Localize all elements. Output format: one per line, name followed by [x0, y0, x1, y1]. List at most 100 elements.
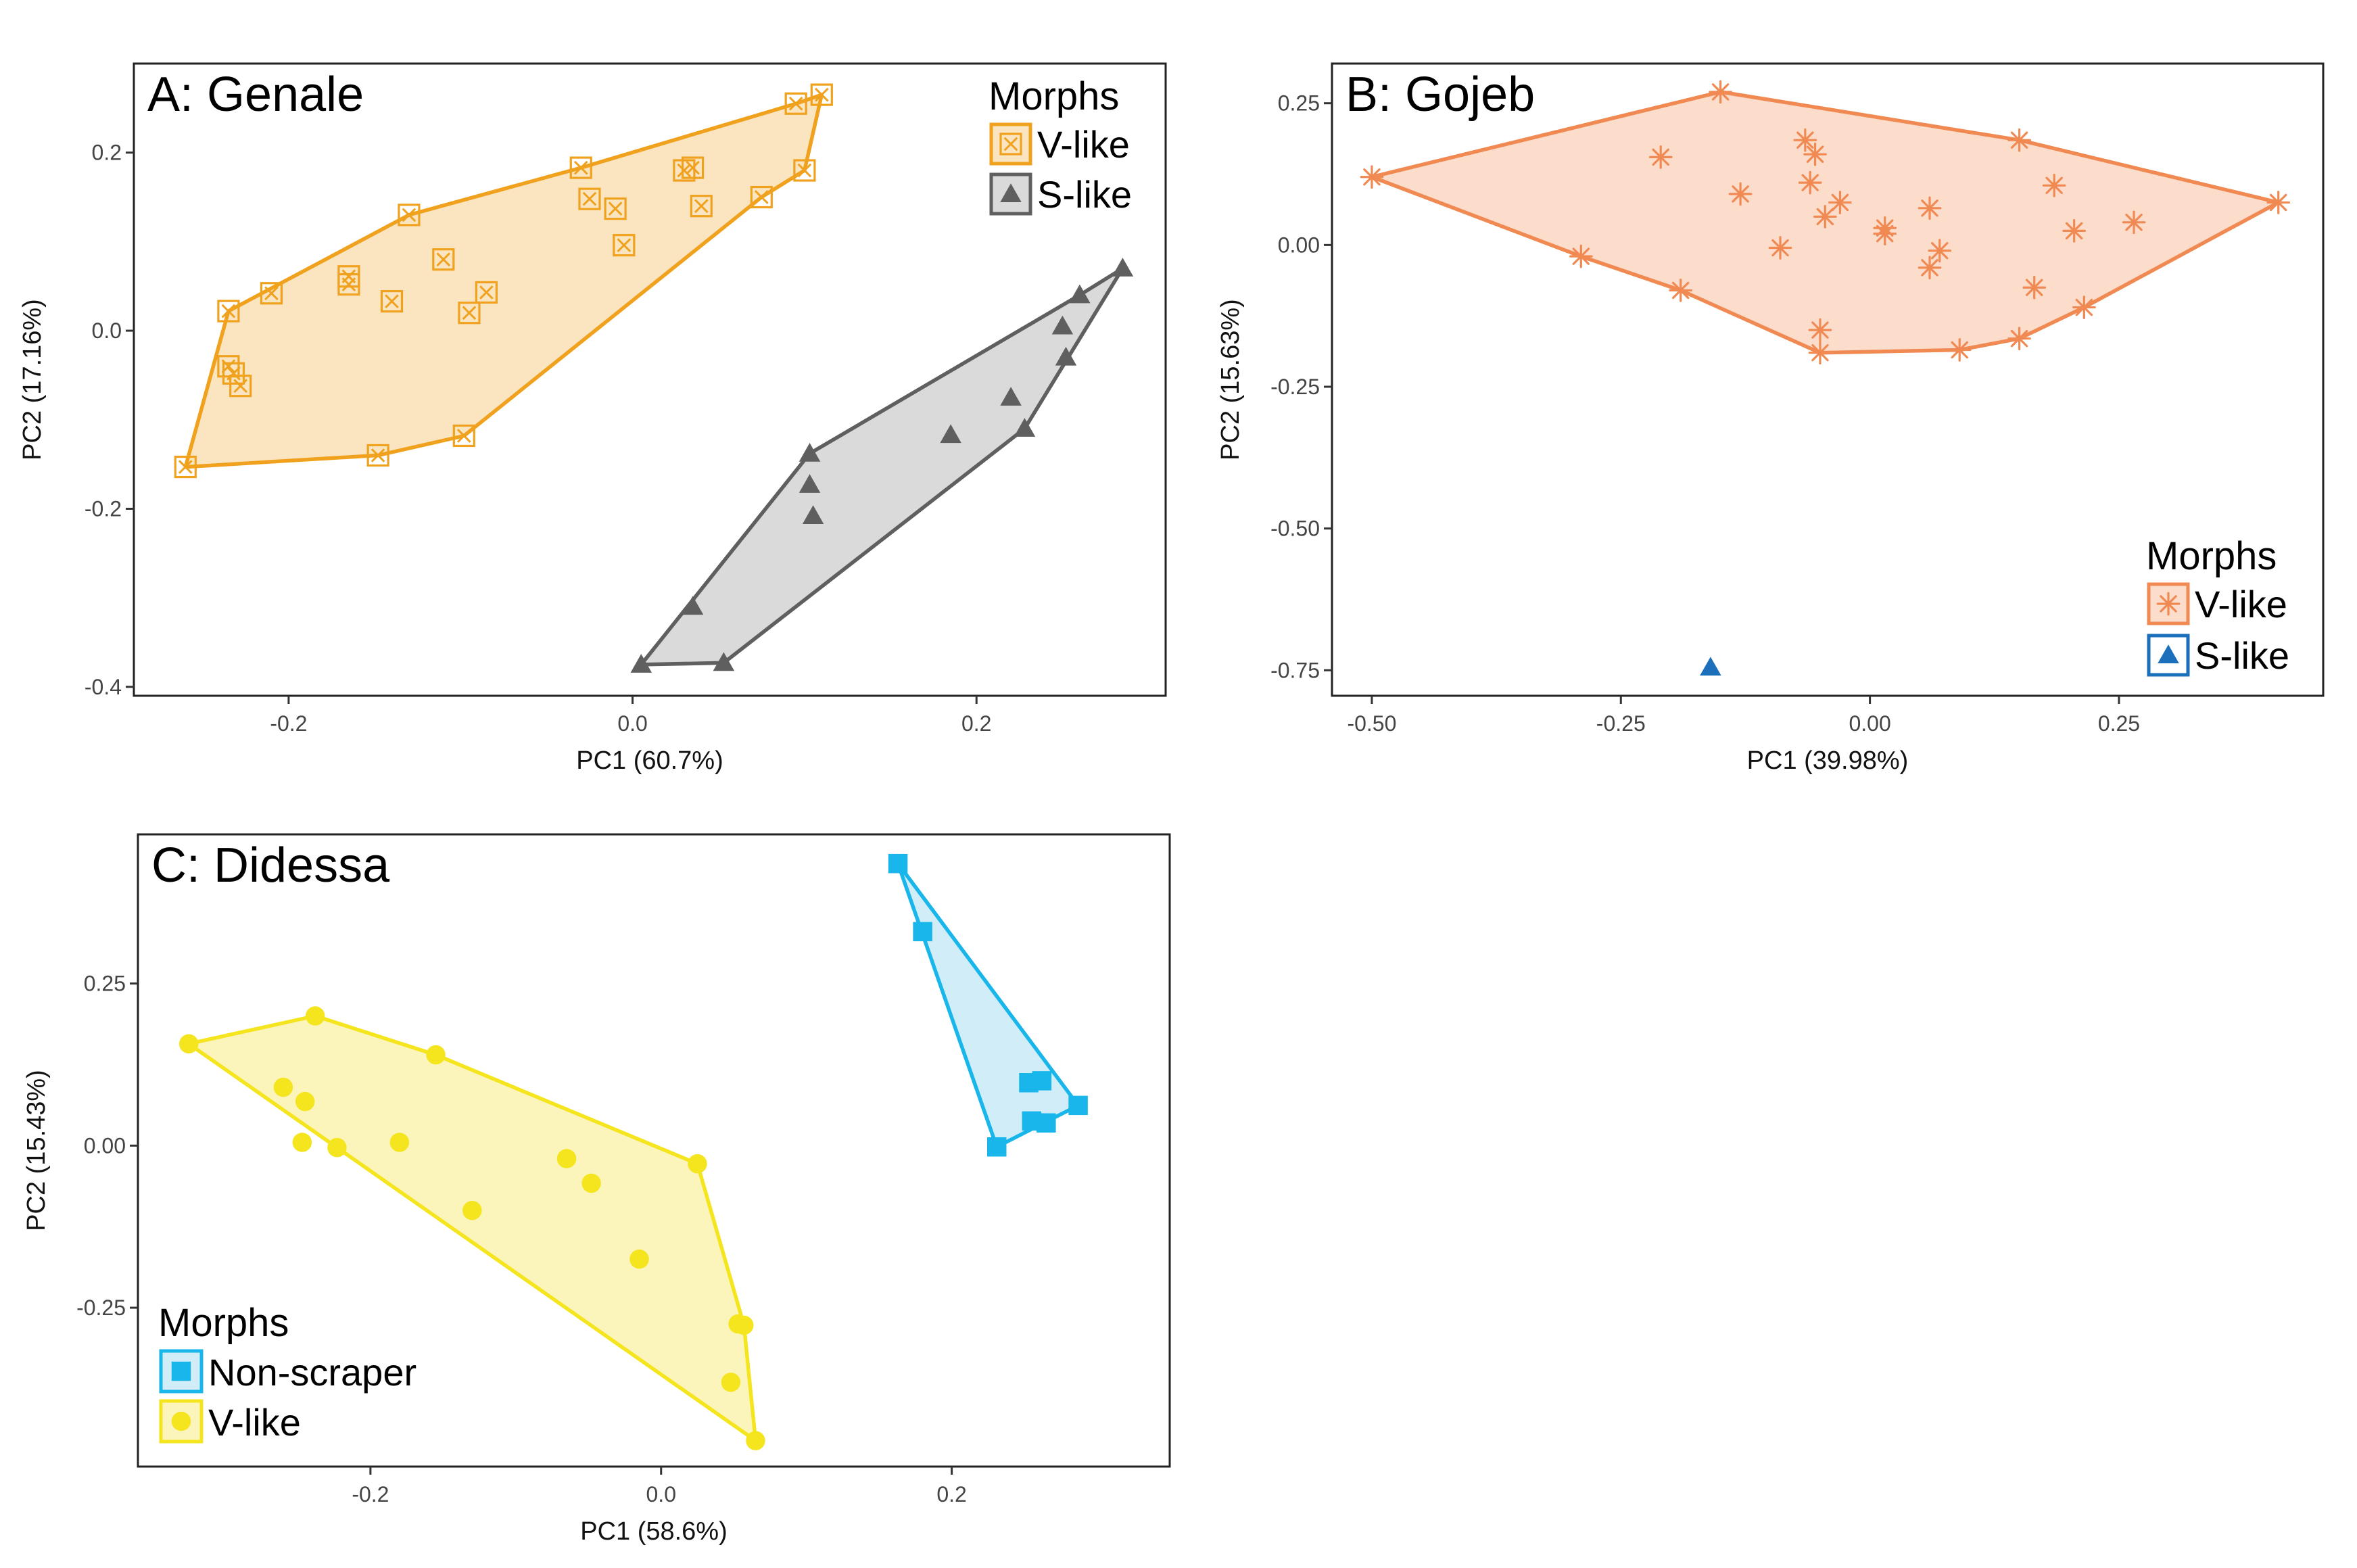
data-point — [295, 1091, 315, 1112]
legend-key — [2147, 582, 2190, 625]
x-axis-title: PC1 (58.6%) — [580, 1517, 728, 1546]
y-tick-label: 0.00 — [84, 1133, 126, 1158]
y-tick-label: 0.2 — [92, 141, 122, 165]
data-point — [260, 282, 283, 305]
legend-title: Morphs — [989, 74, 1119, 118]
data-point — [2007, 128, 2031, 152]
data-point — [426, 1045, 446, 1065]
legend-marker — [1000, 183, 1022, 202]
y-tick-label: 0.0 — [92, 318, 122, 343]
panel-B: -0.50 -0.25 0.00 0.25 0.25 0.00 -0.25 -0.50 -0.7… — [1216, 62, 2325, 775]
data-point — [458, 302, 481, 325]
data-point — [2022, 275, 2047, 300]
x-tick-label: -0.2 — [270, 711, 307, 736]
data-point — [2122, 210, 2146, 235]
data-point — [292, 1133, 312, 1152]
data-point — [888, 853, 908, 874]
legend-label: Non-scraper — [208, 1351, 416, 1394]
data-point — [1928, 239, 1952, 263]
data-point — [273, 1077, 293, 1097]
data-point — [1803, 142, 1827, 166]
panel-A: -0.2 0.0 0.2 0.2 0.0 -0.2 -0.4 PC1 (60.7%) PC2 (… — [18, 62, 1167, 775]
data-point — [327, 1137, 347, 1158]
panel-title: B: Gojeb — [1346, 68, 1535, 122]
data-point — [174, 455, 197, 479]
legend-label: V-like — [2195, 583, 2287, 625]
x-axis-title: PC1 (39.98%) — [1747, 746, 1909, 775]
data-point — [178, 1034, 199, 1053]
series-v-like — [174, 83, 833, 479]
data-point — [1728, 182, 1753, 206]
data-point — [462, 1200, 482, 1220]
data-point — [810, 83, 833, 106]
x-tick-label: 0.0 — [617, 711, 647, 736]
series-v-like — [1360, 80, 2291, 365]
data-point — [1768, 236, 1792, 260]
data-point — [2062, 219, 2087, 243]
data-point — [750, 185, 773, 209]
legend: Morphs Non-scraper V-like — [158, 1301, 416, 1444]
data-point — [1069, 284, 1091, 304]
legend-marker — [999, 133, 1022, 156]
data-point — [1918, 196, 1942, 220]
legend-title: Morphs — [158, 1301, 289, 1345]
legend-marker — [171, 1361, 191, 1381]
data-point — [1360, 165, 1384, 189]
data-point — [432, 248, 455, 271]
series-s-like — [1700, 657, 1721, 676]
data-point — [1798, 170, 1822, 195]
legend-marker — [2158, 644, 2179, 663]
data-point — [217, 300, 240, 323]
data-point — [1569, 244, 1593, 268]
data-point — [1037, 1113, 1056, 1133]
legend-marker — [2156, 592, 2181, 616]
data-point — [1112, 258, 1134, 277]
data-point — [337, 272, 360, 296]
legend: Morphs V-like S-like — [989, 74, 1132, 216]
data-point — [1709, 80, 1732, 104]
data-point — [940, 424, 961, 444]
legend-label: S-like — [1037, 173, 1132, 216]
legend-key — [989, 122, 1032, 166]
y-tick-label: 0.25 — [84, 972, 126, 996]
data-point — [690, 195, 713, 218]
legend-label: S-like — [2195, 634, 2289, 677]
data-point — [1793, 128, 1817, 152]
data-point — [380, 290, 404, 313]
data-point — [389, 1133, 410, 1152]
x-tick-label: 0.2 — [961, 711, 991, 736]
data-point — [799, 443, 821, 462]
data-point — [682, 596, 704, 615]
x-tick-label: 0.2 — [936, 1482, 966, 1506]
data-point — [1947, 338, 1972, 362]
y-tick-label: -0.25 — [76, 1296, 126, 1320]
data-point — [1808, 341, 1832, 365]
data-point — [1055, 346, 1077, 366]
data-point — [913, 922, 932, 942]
x-tick-label: 0.00 — [1849, 711, 1890, 736]
data-point — [1648, 145, 1673, 169]
legend: Morphs V-like S-like — [2146, 534, 2289, 677]
data-point — [688, 1154, 707, 1174]
data-point — [1014, 418, 1036, 437]
data-point — [305, 1006, 325, 1026]
data-point — [398, 204, 421, 227]
data-point — [799, 474, 821, 493]
y-tick-label: -0.50 — [1270, 517, 1320, 541]
data-point — [604, 197, 627, 220]
panel-C: -0.2 0.0 0.2 0.25 0.00 -0.25 PC1 (58.6%) PC2 (1… — [22, 833, 1171, 1546]
y-tick-label: -0.75 — [1270, 658, 1320, 682]
x-tick-label: 0.0 — [646, 1482, 676, 1506]
data-point — [2072, 295, 2096, 319]
x-tick-label: -0.2 — [352, 1482, 389, 1506]
x-tick-label: -0.50 — [1347, 711, 1396, 736]
y-tick-label: -0.2 — [85, 496, 122, 521]
data-point — [734, 1315, 754, 1335]
data-point — [581, 1173, 601, 1193]
panel-title: A: Genale — [147, 68, 364, 122]
data-point — [1669, 279, 1693, 302]
legend-title: Morphs — [2146, 534, 2277, 578]
data-point — [1051, 315, 1074, 335]
data-point — [1068, 1095, 1088, 1116]
